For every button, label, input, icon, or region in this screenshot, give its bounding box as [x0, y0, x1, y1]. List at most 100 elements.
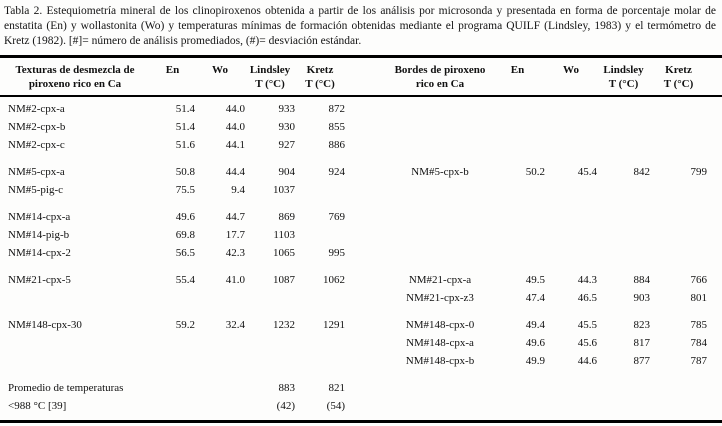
value-cell: 903 — [633, 292, 651, 304]
value-cell: 59.2 — [175, 319, 195, 331]
value-cell: 45.5 — [577, 319, 597, 331]
value-cell: 869 — [278, 211, 296, 223]
value-cell — [650, 244, 707, 262]
value-cell — [545, 100, 597, 118]
value-cell — [195, 289, 245, 307]
value-cell: 1065 — [273, 247, 295, 259]
value-cell: 927 — [278, 139, 296, 151]
value-cell — [295, 289, 345, 307]
value-cell — [295, 334, 345, 352]
sample-label: NM#21-cpx-5 — [8, 274, 71, 286]
sample-label: NM#14-pig-b — [8, 229, 70, 241]
value-cell: 51.4 — [175, 121, 195, 133]
value-cell — [545, 226, 597, 244]
value-cell: 1087 — [273, 274, 295, 286]
sample-label — [345, 397, 490, 415]
value-cell — [597, 118, 650, 136]
sample-label — [345, 208, 490, 226]
value-cell: 930 — [278, 121, 296, 133]
sample-label — [345, 136, 490, 154]
col-header-wo-left: Wo — [212, 64, 228, 76]
value-cell — [597, 379, 650, 397]
value-cell: 821 — [328, 382, 346, 394]
value-cell — [150, 334, 195, 352]
value-cell: 44.0 — [225, 121, 245, 133]
value-cell — [545, 181, 597, 199]
value-cell: 32.4 — [225, 319, 245, 331]
sample-label: NM#148-cpx-30 — [8, 319, 82, 331]
row-gap — [0, 199, 707, 208]
value-cell: 904 — [278, 166, 296, 178]
value-cell — [490, 397, 545, 415]
value-cell — [150, 289, 195, 307]
value-cell — [650, 181, 707, 199]
value-cell — [597, 226, 650, 244]
row-gap — [0, 262, 707, 271]
value-cell: 799 — [690, 166, 708, 178]
value-cell — [150, 397, 195, 415]
value-cell — [545, 244, 597, 262]
value-cell: 41.0 — [225, 274, 245, 286]
value-cell: 50.8 — [175, 166, 195, 178]
table-header: Texturas de desmezcla de piroxeno rico e… — [0, 58, 707, 95]
value-cell: 44.3 — [577, 274, 597, 286]
value-cell — [545, 379, 597, 397]
value-cell: 784 — [690, 337, 708, 349]
value-cell: 1291 — [323, 319, 345, 331]
row-gap — [0, 370, 707, 379]
value-cell — [490, 100, 545, 118]
value-cell: 766 — [690, 274, 708, 286]
value-cell — [245, 289, 295, 307]
value-cell — [245, 334, 295, 352]
value-cell — [545, 136, 597, 154]
value-cell — [597, 100, 650, 118]
value-cell: 42.3 — [225, 247, 245, 259]
sample-label — [345, 226, 490, 244]
sample-label: NM#148-cpx-0 — [405, 319, 475, 331]
value-cell — [195, 352, 245, 370]
value-cell: 872 — [328, 103, 346, 115]
value-cell — [597, 244, 650, 262]
value-cell — [295, 352, 345, 370]
sample-label — [345, 379, 490, 397]
col-header-kretz-left: Kretz T (°C) — [305, 64, 335, 90]
row-gap — [0, 154, 707, 163]
value-cell — [490, 379, 545, 397]
value-cell — [597, 136, 650, 154]
sample-label: NM#14-cpx-2 — [8, 247, 71, 259]
value-cell: 883 — [278, 382, 296, 394]
value-cell: 49.5 — [525, 274, 545, 286]
col-header-left-group: Texturas de desmezcla de piroxeno rico e… — [15, 64, 135, 90]
value-cell: 817 — [633, 337, 651, 349]
value-cell: 44.6 — [577, 355, 597, 367]
value-cell: 69.8 — [175, 229, 195, 241]
sample-label — [0, 352, 150, 370]
sample-label — [345, 181, 490, 199]
value-cell — [650, 208, 707, 226]
value-cell: 44.4 — [225, 166, 245, 178]
value-cell: 17.7 — [225, 229, 245, 241]
value-cell — [650, 118, 707, 136]
col-header-right-group: Bordes de piroxeno rico en Ca — [394, 64, 486, 90]
sample-label: NM#2-cpx-b — [8, 121, 66, 133]
value-cell: 49.6 — [525, 337, 545, 349]
value-cell: 769 — [328, 211, 346, 223]
value-cell: 49.6 — [175, 211, 195, 223]
sample-label: NM#21-cpx-a — [408, 274, 472, 286]
value-cell — [490, 208, 545, 226]
col-header-lindsley-right: Lindsley T (°C) — [603, 64, 644, 90]
value-cell — [490, 226, 545, 244]
sample-label — [345, 100, 490, 118]
top-rule — [0, 55, 722, 58]
sample-label: NM#21-cpx-z3 — [406, 292, 474, 304]
value-cell: 56.5 — [175, 247, 195, 259]
value-cell — [650, 226, 707, 244]
value-cell: 1103 — [273, 229, 295, 241]
value-cell: 9.4 — [231, 184, 245, 196]
sample-label: <988 °C [39] — [8, 400, 67, 412]
value-cell: 801 — [690, 292, 708, 304]
value-cell: 842 — [633, 166, 651, 178]
value-cell: 44.0 — [225, 103, 245, 115]
sample-label: NM#5-cpx-b — [411, 166, 469, 178]
value-cell: 44.1 — [225, 139, 245, 151]
